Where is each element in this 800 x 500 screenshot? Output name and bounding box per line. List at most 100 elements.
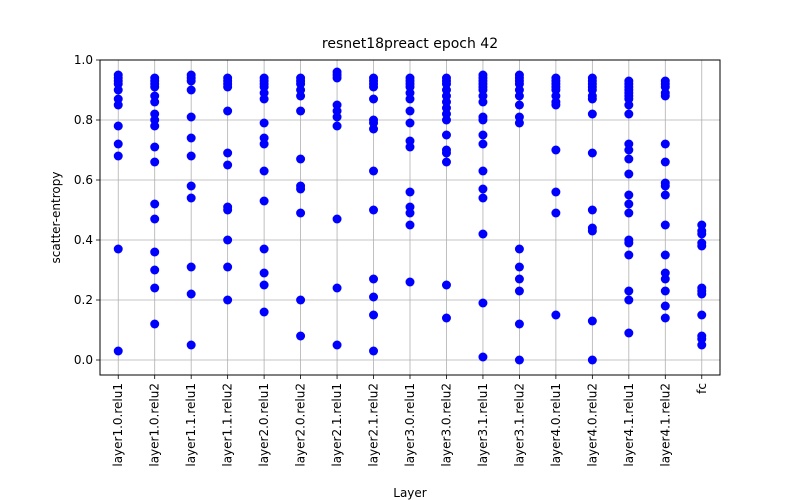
data-point (150, 157, 160, 167)
data-point (624, 295, 634, 305)
data-point (587, 94, 597, 104)
data-point (186, 340, 196, 350)
data-point (405, 106, 415, 116)
data-point (697, 310, 707, 320)
data-point (113, 139, 123, 149)
data-point (587, 205, 597, 215)
data-point (587, 148, 597, 158)
data-point (332, 214, 342, 224)
data-point (259, 268, 269, 278)
data-point (405, 220, 415, 230)
data-point (150, 214, 160, 224)
data-point (551, 145, 561, 155)
y-tick-label: 0.8 (74, 113, 93, 127)
data-point (150, 97, 160, 107)
data-point (113, 85, 123, 95)
data-point (332, 283, 342, 293)
data-point (259, 196, 269, 206)
data-point (223, 148, 233, 158)
data-point (660, 286, 670, 296)
data-point (296, 295, 306, 305)
data-point (186, 151, 196, 161)
y-tick-label: 0.6 (74, 173, 93, 187)
data-point (113, 151, 123, 161)
data-point (514, 286, 524, 296)
y-tick-label: 1.0 (74, 53, 93, 67)
data-point (441, 148, 451, 158)
data-point (624, 199, 634, 209)
data-point (186, 112, 196, 122)
data-point (660, 157, 670, 167)
data-point (186, 133, 196, 143)
x-tick-label: layer1.0.relu1 (111, 383, 125, 467)
x-tick-label: layer1.0.relu2 (148, 383, 162, 467)
data-point (624, 250, 634, 260)
data-point (259, 94, 269, 104)
data-point (186, 289, 196, 299)
data-point (514, 118, 524, 128)
data-point (587, 355, 597, 365)
data-point (186, 262, 196, 272)
data-point (587, 226, 597, 236)
data-point (296, 208, 306, 218)
data-point (441, 157, 451, 167)
data-point (441, 313, 451, 323)
data-point (369, 124, 379, 134)
data-point (332, 73, 342, 83)
data-point (369, 346, 379, 356)
data-point (369, 166, 379, 176)
x-tick-label: layer2.1.relu2 (367, 383, 381, 467)
data-point (514, 262, 524, 272)
data-point (369, 292, 379, 302)
data-point (624, 145, 634, 155)
data-point (113, 346, 123, 356)
x-tick-label: layer3.1.relu1 (476, 383, 490, 467)
data-point (514, 100, 524, 110)
data-point (259, 244, 269, 254)
data-point (478, 184, 488, 194)
data-points (113, 67, 707, 365)
data-point (369, 94, 379, 104)
data-point (551, 310, 561, 320)
data-point (223, 205, 233, 215)
data-point (113, 100, 123, 110)
x-tick-label: layer4.1.relu2 (658, 383, 672, 467)
data-point (113, 121, 123, 131)
y-tick-label: 0.2 (74, 293, 93, 307)
data-point (223, 295, 233, 305)
data-point (660, 139, 670, 149)
data-point (369, 205, 379, 215)
data-point (514, 355, 524, 365)
data-point (296, 106, 306, 116)
data-point (551, 187, 561, 197)
data-point (660, 181, 670, 191)
data-point (587, 316, 597, 326)
x-tick-label: layer2.1.relu1 (330, 383, 344, 467)
data-point (441, 130, 451, 140)
data-point (296, 154, 306, 164)
data-point (405, 277, 415, 287)
data-point (660, 301, 670, 311)
data-point (369, 82, 379, 92)
data-point (660, 220, 670, 230)
data-point (478, 97, 488, 107)
data-point (624, 208, 634, 218)
data-point (150, 247, 160, 257)
y-axis-ticks: 0.0 0.2 0.4 0.6 0.8 1.0 (74, 53, 100, 367)
data-point (514, 319, 524, 329)
x-tick-label: layer3.0.relu1 (403, 383, 417, 467)
data-point (478, 115, 488, 125)
data-point (150, 121, 160, 131)
data-point (150, 142, 160, 152)
data-point (478, 139, 488, 149)
data-point (478, 352, 488, 362)
data-point (697, 340, 707, 350)
data-point (660, 274, 670, 284)
data-point (478, 130, 488, 140)
data-point (332, 340, 342, 350)
data-point (478, 229, 488, 239)
data-point (441, 115, 451, 125)
data-point (150, 283, 160, 293)
data-point (223, 262, 233, 272)
